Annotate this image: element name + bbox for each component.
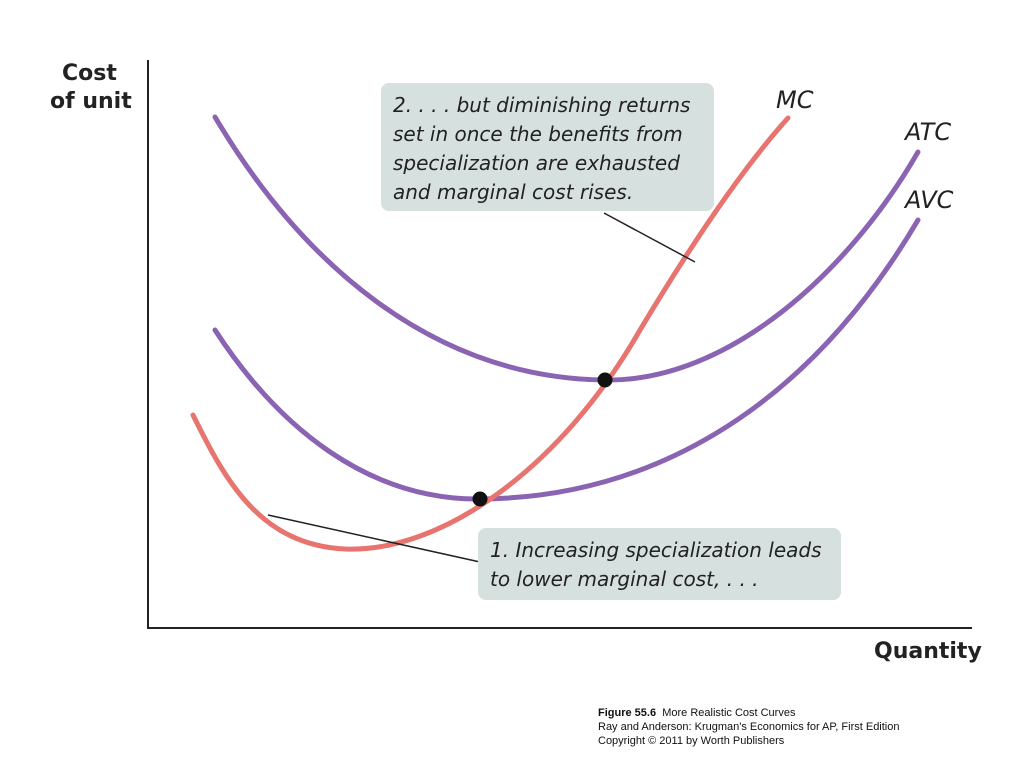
y-axis-label-line2: of unit (50, 89, 132, 114)
figure-title: More Realistic Cost Curves (662, 707, 796, 719)
annotation-1-box (478, 528, 841, 600)
caption-line2: Ray and Anderson: Krugman's Economics fo… (598, 721, 900, 733)
avc-label: AVC (903, 186, 954, 214)
mc-atc-intersection-point (597, 372, 613, 388)
annotation-1-line1: 1. Increasing specialization leads (490, 538, 822, 562)
caption-line1: Figure 55.6 More Realistic Cost Curves (598, 706, 900, 720)
mc-curve (190, 115, 791, 552)
annotation-2-leader (603, 212, 696, 263)
annotation-1-line2: to lower marginal cost, . . . (490, 567, 759, 591)
y-axis-label-line1: Cost (62, 61, 117, 86)
mc-label: MC (776, 86, 814, 114)
mc-avc-intersection-point (472, 491, 488, 507)
figure-number: Figure 55.6 (598, 707, 657, 719)
cost-curves-chart: Cost of unit Quantity MC ATC AVC 2. . . … (50, 60, 982, 664)
atc-label: ATC (903, 118, 951, 146)
caption-line3: Copyright © 2011 by Worth Publishers (598, 735, 785, 747)
avc-curve (212, 217, 921, 502)
annotation-2-line2: set in once the benefits from (393, 122, 683, 146)
annotation-2-line3: specialization are exhausted (393, 151, 680, 175)
x-axis-label: Quantity (874, 639, 982, 664)
annotation-1-leader (267, 514, 481, 563)
annotation-2-box (381, 83, 714, 211)
annotation-2-line4: and marginal cost rises. (393, 180, 633, 204)
figure-caption: Figure 55.6 More Realistic Cost Curves R… (598, 706, 900, 748)
annotation-2-line1: 2. . . . but diminishing returns (393, 93, 690, 117)
